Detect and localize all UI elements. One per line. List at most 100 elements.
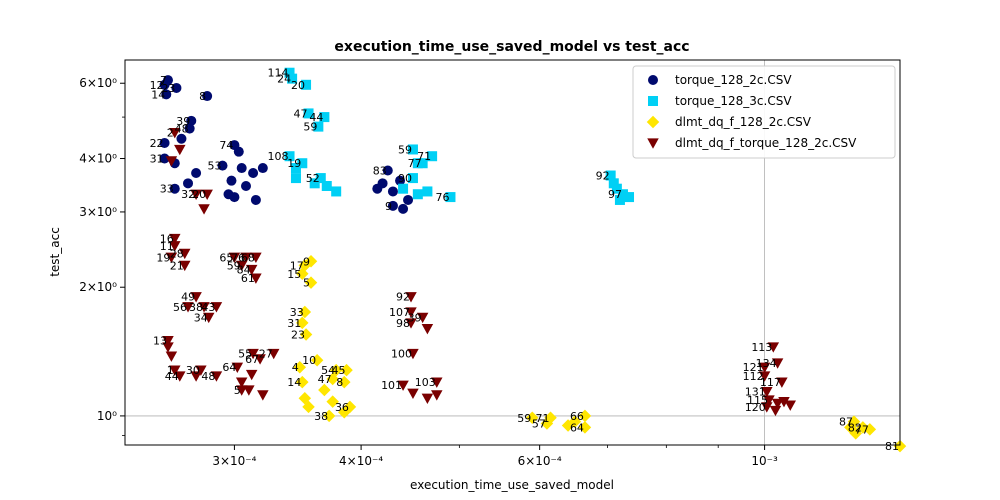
- data-point: [226, 175, 237, 186]
- data-point: [159, 79, 170, 90]
- data-point: [229, 192, 240, 203]
- data-point: [849, 427, 863, 440]
- data-point: [257, 163, 268, 174]
- data-point: [162, 342, 174, 353]
- point-label: 39: [408, 311, 422, 324]
- point-label: 77: [855, 423, 869, 436]
- data-point: [159, 153, 170, 164]
- data-point: [182, 302, 194, 313]
- data-point: [248, 167, 259, 178]
- point-label: 17: [290, 259, 304, 272]
- point-label: 115: [747, 394, 768, 407]
- data-point: [250, 194, 261, 205]
- point-label: 12: [150, 79, 164, 92]
- data-point: [761, 402, 773, 413]
- point-label: 8: [336, 376, 343, 389]
- point-label: 23: [291, 329, 305, 342]
- data-point: [417, 158, 428, 169]
- point-label: 77: [408, 157, 422, 170]
- data-point: [201, 189, 213, 200]
- data-point: [178, 260, 191, 272]
- data-point: [771, 398, 784, 410]
- data-point: [326, 372, 339, 386]
- point-label: 87: [839, 416, 853, 429]
- point-label: 59: [227, 259, 241, 272]
- data-point: [331, 186, 342, 197]
- point-label: 90: [398, 172, 412, 185]
- data-point: [247, 348, 259, 360]
- point-label: 16: [160, 233, 174, 246]
- x-axis-label: execution_time_use_saved_model: [410, 478, 614, 492]
- point-label: 121: [743, 361, 764, 374]
- data-point: [198, 204, 210, 215]
- point-label: 11: [160, 240, 174, 253]
- data-point: [405, 292, 417, 303]
- data-point: [174, 144, 186, 156]
- point-label: 84: [237, 264, 251, 277]
- data-point: [301, 79, 312, 90]
- point-label: 55: [238, 347, 252, 360]
- data-point: [421, 393, 434, 404]
- data-point: [767, 342, 780, 353]
- data-point: [296, 267, 309, 281]
- data-point: [412, 189, 423, 200]
- point-label: 76: [435, 191, 449, 204]
- point-label: 20: [291, 79, 305, 92]
- point-label: 31: [287, 317, 301, 330]
- data-point: [210, 302, 223, 313]
- point-label: 117: [760, 376, 781, 389]
- point-label: 103: [415, 376, 436, 389]
- point-label: 81: [885, 440, 899, 453]
- data-point: [763, 395, 775, 406]
- data-point: [769, 405, 782, 417]
- y-axis-label: test_acc: [48, 227, 62, 277]
- data-point: [407, 348, 419, 360]
- legend-box: [632, 65, 896, 159]
- point-label: 47: [318, 373, 332, 386]
- data-point: [241, 180, 252, 191]
- point-label: 2: [167, 127, 174, 140]
- point-label: 1: [167, 364, 174, 377]
- data-point: [403, 194, 414, 205]
- point-label: 71: [417, 150, 431, 163]
- point-label: 67: [245, 353, 259, 366]
- point-label: 14: [287, 376, 301, 389]
- point-label: 68: [241, 251, 255, 264]
- data-point: [184, 123, 195, 134]
- point-label: 14: [151, 88, 165, 101]
- data-point: [617, 189, 628, 200]
- x-tick-label: 10⁻³: [751, 454, 778, 468]
- data-point: [310, 353, 324, 367]
- legend-marker: [648, 75, 658, 85]
- data-point: [395, 175, 406, 186]
- data-points: [159, 67, 907, 453]
- data-point: [231, 362, 244, 373]
- point-label: 53: [208, 160, 222, 173]
- data-point: [250, 252, 262, 264]
- data-point: [302, 400, 315, 414]
- data-point: [178, 248, 191, 260]
- data-point: [240, 252, 252, 264]
- point-label: 49: [181, 291, 195, 304]
- data-point: [372, 183, 383, 194]
- data-point: [407, 144, 418, 155]
- data-point: [190, 371, 202, 382]
- data-point: [405, 307, 417, 318]
- point-label: 5: [234, 384, 241, 397]
- point-label: 9: [303, 255, 310, 268]
- point-label: 22: [150, 137, 164, 150]
- data-point: [309, 178, 320, 189]
- data-point: [431, 377, 443, 388]
- point-label: 82: [848, 421, 862, 434]
- data-point: [296, 375, 309, 389]
- data-point: [326, 395, 339, 408]
- data-point: [290, 163, 301, 174]
- legend-label: dlmt_dq_f_torque_128_2c.CSV: [675, 136, 857, 150]
- y-tick-label: 4×10⁰: [79, 152, 117, 166]
- point-label: 34: [194, 311, 208, 324]
- data-point: [297, 158, 308, 169]
- data-point: [422, 186, 433, 197]
- data-point: [315, 173, 326, 184]
- data-point: [233, 146, 244, 157]
- point-label: 19: [156, 251, 170, 264]
